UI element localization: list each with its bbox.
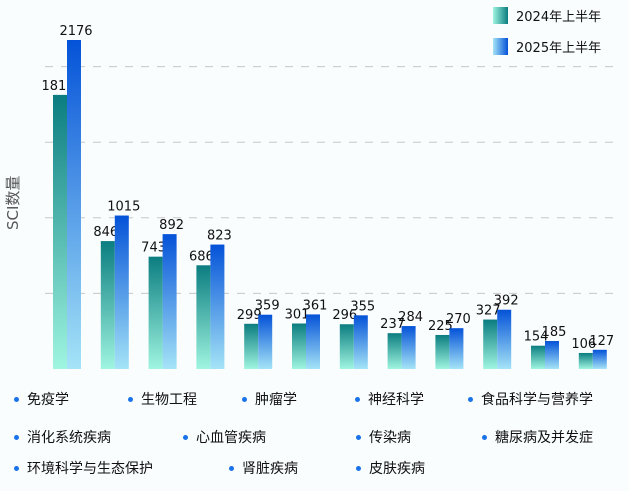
category-legend-item[interactable]: 免疫学 — [14, 389, 69, 409]
bar[interactable] — [244, 323, 259, 369]
category-legend-item[interactable]: 糖尿病及并发症 — [482, 427, 593, 447]
data-label: 327 — [476, 304, 501, 319]
category-legend-item[interactable]: 肾脏疾病 — [229, 458, 298, 478]
dot-icon — [128, 396, 133, 402]
bar[interactable] — [306, 314, 320, 369]
data-label: 299 — [237, 308, 262, 323]
category-label: 传染病 — [369, 430, 411, 446]
dot-icon — [356, 434, 361, 440]
category-label: 环境科学与生态保护 — [27, 461, 153, 477]
data-label: 1015 — [107, 200, 140, 215]
bar[interactable] — [387, 333, 402, 369]
data-label: 892 — [159, 218, 184, 233]
category-legend-item[interactable]: 消化系统疾病 — [14, 427, 111, 447]
data-label: 743 — [141, 241, 166, 256]
data-label: 392 — [494, 294, 519, 309]
bar[interactable] — [592, 349, 607, 369]
dot-icon — [14, 465, 19, 471]
legend-label-2024: 2024年上半年 — [516, 10, 602, 25]
legend-swatch-2024 — [493, 7, 508, 24]
bar[interactable] — [435, 334, 450, 369]
dot-icon — [14, 434, 19, 440]
data-label: 237 — [380, 317, 405, 332]
bar[interactable] — [210, 244, 225, 369]
category-label: 皮肤疾病 — [369, 461, 425, 477]
data-label: 296 — [332, 308, 357, 323]
bar[interactable] — [196, 265, 211, 369]
bar[interactable] — [339, 324, 354, 369]
data-label: 127 — [589, 334, 614, 349]
category-legend-item[interactable]: 皮肤疾病 — [356, 458, 425, 478]
y-axis-label: SCI数量 — [4, 175, 22, 230]
data-label: 301 — [285, 307, 310, 322]
dot-icon — [229, 465, 234, 471]
category-legend-item[interactable]: 环境科学与生态保护 — [14, 458, 153, 478]
data-label: 686 — [189, 249, 214, 264]
category-label: 生物工程 — [141, 392, 197, 408]
dot-icon — [355, 396, 360, 402]
data-label: 225 — [428, 319, 453, 334]
legend-item-2024[interactable]: 2024年上半年 — [493, 6, 601, 25]
category-label: 肿瘤学 — [255, 392, 297, 408]
category-label: 神经科学 — [368, 392, 424, 408]
bar[interactable] — [292, 323, 306, 369]
bar[interactable] — [67, 40, 81, 369]
data-label: 154 — [524, 330, 549, 345]
data-label: 361 — [303, 298, 328, 313]
dot-icon — [468, 396, 473, 402]
category-legend-item[interactable]: 神经科学 — [355, 389, 424, 409]
category-label: 糖尿病及并发症 — [495, 430, 593, 446]
bar[interactable] — [401, 326, 416, 369]
bar[interactable] — [114, 215, 129, 369]
bar[interactable] — [353, 315, 368, 369]
dot-icon — [356, 465, 361, 471]
dot-icon — [242, 396, 247, 402]
legend-label-2025: 2025年上半年 — [516, 41, 602, 56]
data-label: 284 — [398, 310, 423, 325]
dot-icon — [482, 434, 487, 440]
legend-item-2025[interactable]: 2025年上半年 — [493, 37, 601, 56]
data-label: 106 — [571, 337, 596, 352]
category-legend-item[interactable]: 心血管疾病 — [183, 427, 266, 447]
bar[interactable] — [162, 234, 177, 369]
data-label: 1813 — [41, 79, 74, 94]
data-label: 359 — [255, 299, 280, 314]
category-legend-item[interactable]: 生物工程 — [128, 389, 197, 409]
data-label: 2176 — [59, 24, 92, 39]
bar[interactable] — [148, 256, 163, 369]
bar[interactable] — [545, 341, 559, 369]
category-label: 食品科学与营养学 — [481, 392, 593, 408]
bar[interactable] — [497, 309, 512, 369]
data-label: 185 — [542, 325, 567, 340]
category-label: 消化系统疾病 — [27, 430, 111, 446]
bar[interactable] — [100, 241, 115, 369]
dot-icon — [14, 396, 19, 402]
category-label: 肾脏疾病 — [242, 461, 298, 477]
bar[interactable] — [449, 328, 464, 369]
data-label: 846 — [93, 225, 118, 240]
data-label: 355 — [350, 299, 375, 314]
bar[interactable] — [531, 345, 545, 369]
category-label: 心血管疾病 — [196, 430, 266, 446]
bar[interactable] — [53, 94, 67, 369]
bar[interactable] — [578, 352, 593, 369]
data-label: 823 — [207, 229, 232, 244]
data-label: 270 — [446, 312, 471, 327]
bar[interactable] — [483, 319, 498, 369]
legend-swatch-2025 — [493, 38, 508, 55]
category-label: 免疫学 — [27, 392, 69, 408]
category-legend-item[interactable]: 传染病 — [356, 427, 411, 447]
category-legend-item[interactable]: 食品科学与营养学 — [468, 389, 593, 409]
bar[interactable] — [258, 314, 273, 369]
category-legend-item[interactable]: 肿瘤学 — [242, 389, 297, 409]
dot-icon — [183, 434, 188, 440]
